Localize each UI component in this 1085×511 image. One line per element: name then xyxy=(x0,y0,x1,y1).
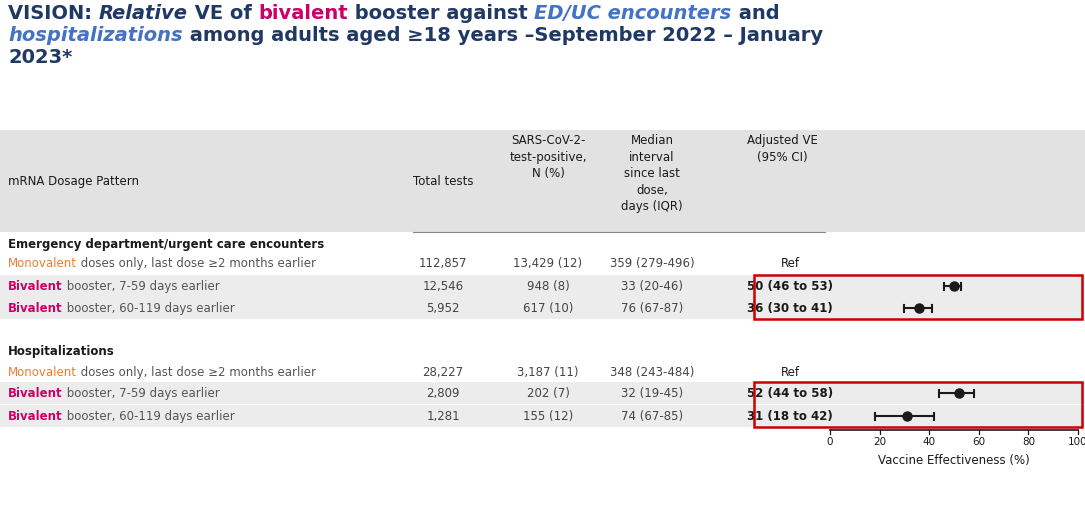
Text: 348 (243-484): 348 (243-484) xyxy=(610,365,694,379)
Text: 36 (30 to 41): 36 (30 to 41) xyxy=(748,301,833,314)
Text: 40: 40 xyxy=(922,437,935,447)
Text: hospitalizations: hospitalizations xyxy=(8,26,182,45)
Bar xyxy=(830,297,1078,319)
Text: doses only, last dose ≥2 months earlier: doses only, last dose ≥2 months earlier xyxy=(77,365,316,379)
Text: 202 (7): 202 (7) xyxy=(526,386,570,400)
Text: 31 (18 to 42): 31 (18 to 42) xyxy=(748,409,833,423)
Text: ED/UC encounters: ED/UC encounters xyxy=(535,4,731,23)
Text: 948 (8): 948 (8) xyxy=(526,280,570,292)
Text: booster, 7-59 days earlier: booster, 7-59 days earlier xyxy=(63,280,219,292)
Bar xyxy=(0,297,1085,319)
Bar xyxy=(830,405,1078,427)
Text: Bivalent: Bivalent xyxy=(8,386,63,400)
Text: VISION:: VISION: xyxy=(8,4,99,23)
Text: 50 (46 to 53): 50 (46 to 53) xyxy=(746,280,833,292)
Text: 33 (20-46): 33 (20-46) xyxy=(621,280,682,292)
Text: 155 (12): 155 (12) xyxy=(523,409,573,423)
Text: 2023*: 2023* xyxy=(8,48,73,67)
Text: booster, 60-119 days earlier: booster, 60-119 days earlier xyxy=(63,301,234,314)
Bar xyxy=(754,382,1082,427)
Text: 32 (19-45): 32 (19-45) xyxy=(621,386,684,400)
Text: booster against: booster against xyxy=(348,4,535,23)
Text: doses only, last dose ≥2 months earlier: doses only, last dose ≥2 months earlier xyxy=(77,257,316,269)
Text: VE of: VE of xyxy=(188,4,258,23)
Text: bivalent: bivalent xyxy=(258,4,348,23)
Bar xyxy=(830,275,1078,297)
Text: 2,809: 2,809 xyxy=(426,386,460,400)
Text: Ref: Ref xyxy=(780,365,800,379)
Text: 112,857: 112,857 xyxy=(419,257,468,269)
Text: Bivalent: Bivalent xyxy=(8,409,63,423)
Bar xyxy=(0,382,1085,404)
Text: Monovalent: Monovalent xyxy=(8,257,77,269)
Bar xyxy=(0,405,1085,427)
Text: Bivalent: Bivalent xyxy=(8,301,63,314)
Text: Vaccine Effectiveness (%): Vaccine Effectiveness (%) xyxy=(878,454,1030,467)
Text: 5,952: 5,952 xyxy=(426,301,460,314)
Text: booster, 60-119 days earlier: booster, 60-119 days earlier xyxy=(63,409,234,423)
Text: 617 (10): 617 (10) xyxy=(523,301,573,314)
Text: mRNA Dosage Pattern: mRNA Dosage Pattern xyxy=(8,174,139,188)
Bar xyxy=(830,382,1078,404)
Text: Adjusted VE
(95% CI): Adjusted VE (95% CI) xyxy=(746,134,817,164)
Text: 3,187 (11): 3,187 (11) xyxy=(518,365,578,379)
Text: SARS-CoV-2-
test-positive,
N (%): SARS-CoV-2- test-positive, N (%) xyxy=(509,134,587,180)
Text: Hospitalizations: Hospitalizations xyxy=(8,344,115,358)
Text: Monovalent: Monovalent xyxy=(8,365,77,379)
Text: 52 (44 to 58): 52 (44 to 58) xyxy=(746,386,833,400)
Text: Bivalent: Bivalent xyxy=(8,280,63,292)
Text: 0: 0 xyxy=(827,437,833,447)
Text: 100: 100 xyxy=(1069,437,1085,447)
Text: Relative: Relative xyxy=(99,4,188,23)
Text: 20: 20 xyxy=(873,437,886,447)
Text: and: and xyxy=(731,4,779,23)
Text: 13,429 (12): 13,429 (12) xyxy=(513,257,583,269)
Text: 12,546: 12,546 xyxy=(422,280,463,292)
Text: among adults aged ≥18 years –September 2022 – January: among adults aged ≥18 years –September 2… xyxy=(182,26,822,45)
Text: 74 (67-85): 74 (67-85) xyxy=(621,409,684,423)
Bar xyxy=(0,130,1085,232)
Text: Total tests: Total tests xyxy=(412,174,473,188)
Text: Median
interval
since last
dose,
days (IQR): Median interval since last dose, days (I… xyxy=(622,134,682,213)
Text: Ref: Ref xyxy=(780,257,800,269)
Bar xyxy=(754,275,1082,319)
Text: booster, 7-59 days earlier: booster, 7-59 days earlier xyxy=(63,386,219,400)
Bar xyxy=(0,275,1085,297)
Text: 60: 60 xyxy=(972,437,985,447)
Text: 359 (279-496): 359 (279-496) xyxy=(610,257,694,269)
Text: 76 (67-87): 76 (67-87) xyxy=(621,301,684,314)
Text: 28,227: 28,227 xyxy=(422,365,463,379)
Text: Emergency department/urgent care encounters: Emergency department/urgent care encount… xyxy=(8,238,324,250)
Text: 1,281: 1,281 xyxy=(426,409,460,423)
Text: 80: 80 xyxy=(1022,437,1035,447)
